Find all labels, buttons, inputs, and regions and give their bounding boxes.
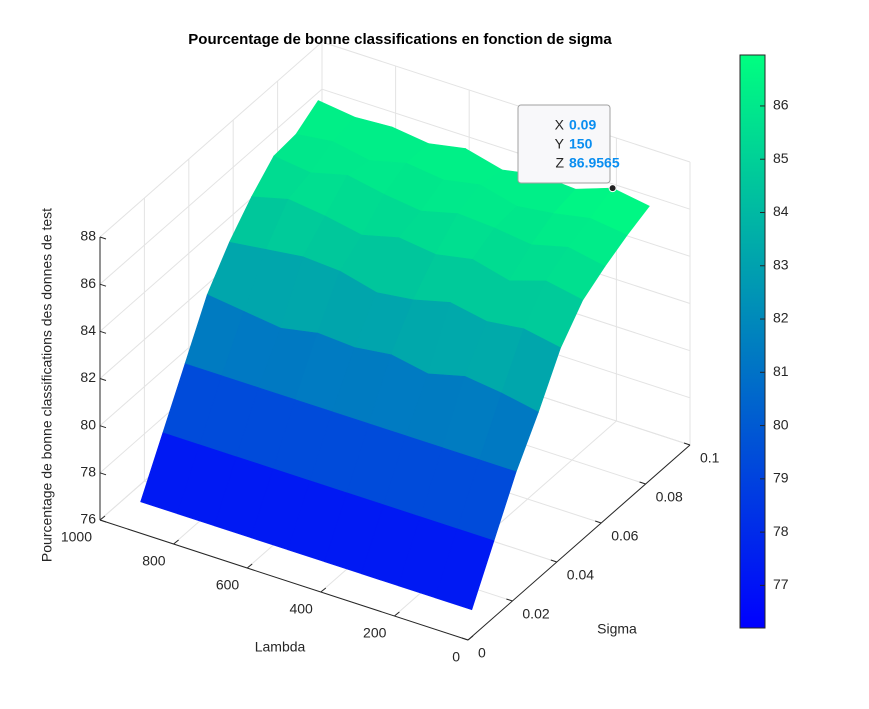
y-tick-label: 400	[289, 601, 313, 617]
x-tick-label: 0.02	[522, 606, 549, 622]
grid-line	[321, 41, 691, 163]
tick-mark	[461, 637, 469, 641]
tick-mark	[99, 330, 107, 334]
colorbar-tick-label: 79	[773, 470, 789, 486]
tick-mark	[99, 283, 107, 287]
datatip-marker	[608, 184, 617, 193]
datatip-label: Y	[555, 136, 565, 152]
colorbar-tick-label: 84	[773, 203, 789, 219]
z-tick-label: 78	[80, 464, 96, 480]
colorbar-tick-label: 82	[773, 310, 789, 326]
y-axis-label: Lambda	[255, 639, 306, 655]
tick-mark	[99, 515, 106, 521]
datatip-value: 0.09	[569, 117, 596, 133]
z-tick-label: 76	[80, 511, 96, 527]
colorbar-tick-label: 80	[773, 416, 789, 432]
y-tick-label: 0	[452, 649, 460, 665]
axis-line	[467, 444, 691, 641]
tick-mark	[99, 519, 107, 523]
tick-mark	[683, 442, 691, 446]
colorbar-tick-label: 81	[773, 363, 789, 379]
grid-line	[321, 88, 691, 210]
datatip-label: X	[555, 117, 565, 133]
x-axis-label: Sigma	[597, 621, 637, 637]
tick-mark	[99, 236, 107, 240]
y-tick-label: 600	[216, 577, 240, 593]
x-tick-label: 0.06	[611, 528, 638, 544]
tick-mark	[246, 563, 253, 569]
surface	[140, 100, 650, 611]
tick-mark	[639, 481, 646, 485]
z-tick-label: 84	[80, 322, 96, 338]
datatip: X 0.09Y 150 Z 86.9565	[517, 104, 620, 184]
tick-mark	[99, 472, 107, 476]
axis-line	[99, 519, 469, 641]
z-tick-label: 86	[80, 275, 96, 291]
z-tick-label: 82	[80, 369, 96, 385]
y-tick-label: 800	[142, 553, 166, 569]
datatip-value: 150	[569, 136, 593, 152]
y-tick-label: 1000	[61, 529, 92, 545]
datatip-value: 86.9565	[569, 155, 620, 171]
z-tick-label: 88	[80, 228, 96, 244]
tick-mark	[506, 598, 513, 602]
tick-mark	[99, 425, 107, 429]
chart-title: Pourcentage de bonne classifications en …	[188, 31, 612, 48]
x-tick-label: 0.04	[567, 567, 594, 583]
axes: 76 78 80 82 84 86 88 0 200 400 600 800 1000 0 0.02 0.04…	[61, 228, 720, 665]
colorbar	[739, 54, 766, 629]
z-axis-label: Pourcentage de bonne classifications des…	[39, 208, 55, 562]
tick-mark	[173, 539, 179, 545]
colorbar-tick-label: 77	[773, 576, 789, 592]
tick-mark	[467, 635, 474, 641]
datatip-label: Z	[555, 155, 564, 171]
tick-mark	[550, 559, 557, 563]
tick-mark	[595, 520, 602, 524]
y-tick-label: 200	[363, 625, 387, 641]
x-tick-label: 0.1	[700, 450, 720, 466]
datatip-box	[517, 104, 611, 184]
colorbar-tick-label: 78	[773, 523, 789, 539]
tick-mark	[99, 378, 107, 381]
colorbar-tick-label: 85	[773, 150, 789, 166]
z-tick-label: 80	[80, 416, 96, 432]
grid-line	[99, 41, 323, 238]
tick-mark	[394, 611, 400, 617]
x-tick-label: 0.08	[656, 489, 683, 505]
surface-patch	[434, 528, 495, 611]
colorbar-tick-label: 83	[773, 256, 789, 272]
grid-line	[99, 88, 323, 285]
colorbar-tick-label: 86	[773, 97, 789, 113]
x-tick-label: 0	[478, 645, 486, 661]
tick-mark	[320, 587, 327, 593]
